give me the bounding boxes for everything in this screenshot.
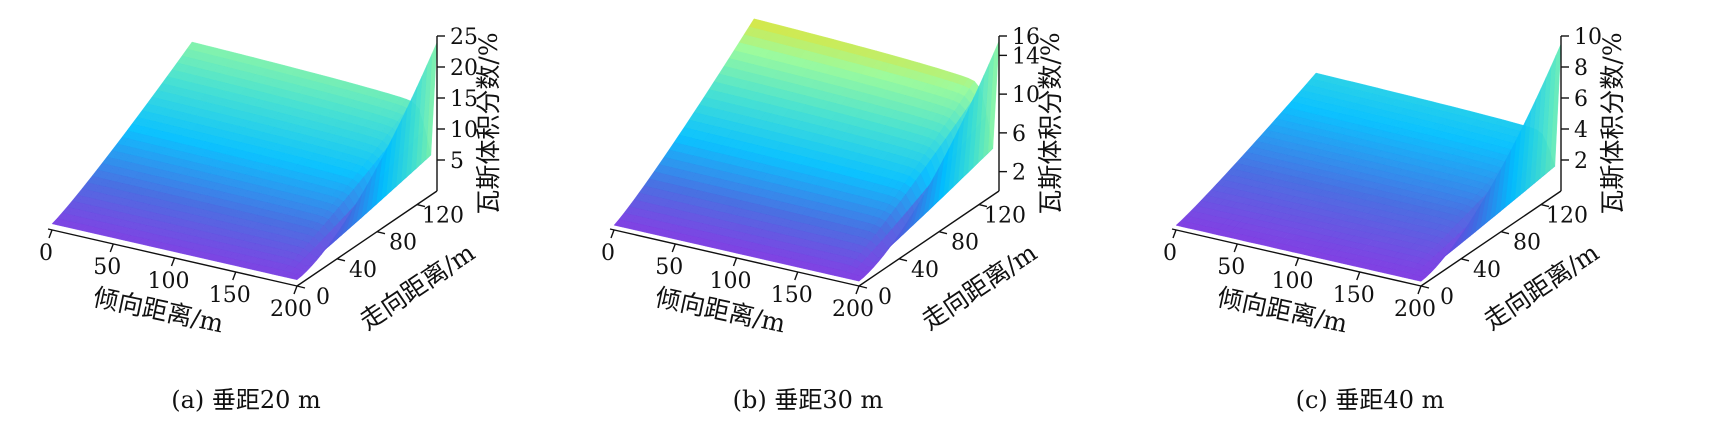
surface-patch	[290, 274, 303, 281]
y-tick	[376, 231, 386, 235]
x-tick	[170, 257, 176, 267]
y-tick	[1540, 203, 1550, 208]
x-tick-label: 50	[93, 255, 121, 280]
surface-patch	[1414, 275, 1427, 282]
z-tick-label: 10	[1574, 25, 1602, 50]
z-tick-label: 6	[1012, 122, 1026, 147]
y-tick	[858, 285, 868, 289]
z-tick-label: 8	[1574, 56, 1588, 81]
x-tick	[794, 271, 799, 281]
x-tick-label: 100	[710, 269, 752, 294]
x-tick	[671, 243, 676, 253]
surface-mesh	[51, 41, 438, 281]
x-tick-label: 100	[1272, 269, 1314, 294]
z-tick-label: 16	[1012, 25, 1040, 50]
x-tick	[293, 285, 298, 295]
x-tick-label: 150	[1333, 283, 1375, 308]
y-tick	[938, 231, 948, 235]
surface-mesh	[1175, 43, 1562, 282]
z-tick-label: 5	[450, 149, 464, 174]
z-tick-label: 14	[1012, 44, 1040, 69]
y-tick-label: 0	[878, 285, 892, 310]
z-tick-label: 6	[1574, 87, 1588, 112]
z-tick-label: 4	[1574, 118, 1588, 143]
z-tick-label: 10	[1012, 83, 1040, 108]
x-tick	[1356, 271, 1361, 281]
y-tick-label: 120	[1546, 204, 1588, 229]
y-tick-label: 80	[389, 231, 417, 256]
x-tick-label: 200	[832, 297, 874, 322]
y-tick	[336, 258, 346, 262]
y-tick-label: 0	[1440, 285, 1454, 310]
y-tick	[1460, 258, 1470, 262]
z-tick-label: 15	[450, 87, 478, 112]
panel-caption: (c) 垂距40 m	[1296, 386, 1445, 414]
y-tick	[1500, 231, 1510, 235]
x-tick-label: 0	[1163, 241, 1177, 266]
y-tick-label: 40	[1473, 258, 1501, 283]
x-tick-label: 150	[771, 283, 813, 308]
surface-mesh	[613, 18, 1000, 282]
z-tick-label: 2	[1574, 149, 1588, 174]
x-axis-line	[47, 228, 298, 287]
y-tick	[1420, 285, 1430, 289]
y-axis-label: 走向距离/m	[1478, 238, 1604, 336]
x-tick-label: 200	[1394, 297, 1436, 322]
x-tick	[48, 229, 53, 239]
x-tick-label: 0	[601, 241, 615, 266]
x-tick	[732, 257, 738, 267]
x-tick-label: 50	[655, 255, 683, 280]
x-tick	[1172, 229, 1177, 239]
y-tick-label: 40	[911, 258, 939, 283]
y-tick	[898, 258, 908, 262]
x-tick	[855, 285, 860, 295]
x-tick-label: 100	[148, 269, 190, 294]
x-tick	[1417, 285, 1422, 295]
z-tick-label: 2	[1012, 161, 1026, 186]
y-axis-label: 走向距离/m	[916, 238, 1042, 336]
x-axis-line	[609, 228, 860, 287]
y-tick	[296, 285, 306, 289]
z-tick-label: 25	[450, 25, 478, 50]
y-tick-label: 120	[984, 204, 1026, 229]
y-tick-label: 120	[422, 204, 464, 229]
x-axis-line	[1171, 228, 1422, 287]
x-tick-label: 150	[209, 283, 251, 308]
z-axis-label: 瓦斯体积分数/%	[1598, 32, 1627, 214]
x-tick	[1294, 257, 1300, 267]
surface-patch	[852, 275, 865, 282]
z-axis-label: 瓦斯体积分数/%	[474, 32, 503, 214]
panel-caption: (a) 垂距20 m	[171, 386, 321, 414]
y-tick	[416, 203, 426, 208]
z-tick-label: 20	[450, 56, 478, 81]
y-tick	[978, 203, 988, 208]
x-tick-label: 0	[39, 241, 53, 266]
y-tick-label: 80	[1513, 231, 1541, 256]
y-axis-label: 走向距离/m	[354, 238, 480, 336]
y-axis-line	[858, 190, 1000, 287]
z-tick-label: 10	[450, 118, 478, 143]
x-tick	[610, 229, 615, 239]
x-tick-label: 200	[270, 297, 312, 322]
x-tick-label: 50	[1217, 255, 1245, 280]
y-tick-label: 80	[951, 231, 979, 256]
y-tick-label: 0	[316, 285, 330, 310]
z-axis-label: 瓦斯体积分数/%	[1036, 32, 1065, 214]
x-tick	[1233, 243, 1238, 253]
y-axis-line	[1420, 190, 1562, 287]
x-tick	[232, 271, 237, 281]
y-tick-label: 40	[349, 258, 377, 283]
y-axis-line	[296, 190, 438, 287]
x-tick	[109, 243, 114, 253]
panel-caption: (b) 垂距30 m	[733, 386, 884, 414]
